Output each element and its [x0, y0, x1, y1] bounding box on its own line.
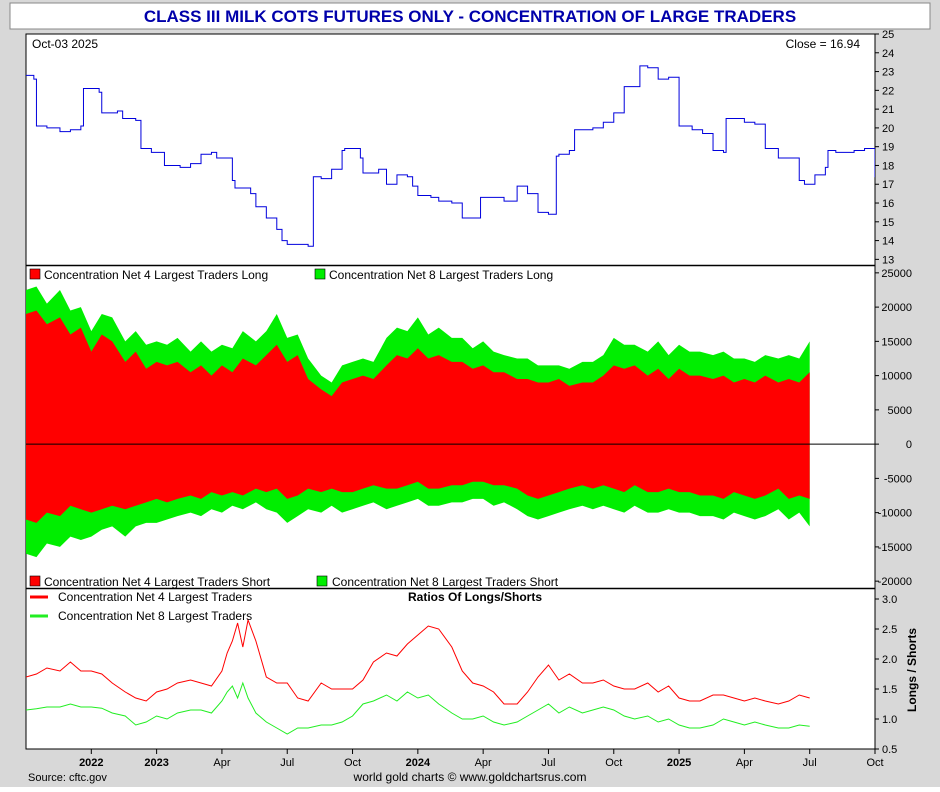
ratio8-line	[26, 681, 810, 735]
xtick-label: Jul	[280, 757, 294, 769]
xtick-label: 2024	[406, 757, 431, 769]
xtick-label: 2023	[144, 757, 168, 769]
date-label: Oct-03 2025	[32, 37, 98, 51]
conc-ytick-label: -10000	[878, 508, 912, 520]
price-ytick-label: 19	[882, 142, 894, 154]
area-short4	[26, 444, 810, 523]
ratio-ytick-label: 2.0	[882, 654, 897, 666]
legend-long4-swatch	[29, 268, 41, 280]
xtick-label: Apr	[736, 757, 753, 769]
ratio-ytick-label: 3.0	[882, 594, 897, 606]
conc-ytick-label: 5000	[888, 405, 912, 417]
price-ytick-label: 13	[882, 254, 894, 266]
xtick-label: 2025	[667, 757, 691, 769]
conc-ytick-label: 10000	[881, 371, 912, 383]
xtick-label: Oct	[344, 757, 361, 769]
conc-ytick-label: -15000	[878, 542, 912, 554]
ratios-panel: 0.5 1.0 1.5 2.0 2.5 3.0 Concentration Net 4 L…	[26, 590, 919, 756]
legend-long8-label: Concentration Net 8 Largest Traders Long	[329, 268, 553, 282]
xtick-label: Oct	[866, 757, 883, 769]
price-ytick-label: 17	[882, 179, 894, 191]
ratios-ylabel: Longs / Shorts	[905, 628, 919, 712]
legend-long8-swatch	[314, 268, 326, 280]
price-ytick-label: 24	[882, 48, 894, 60]
conc-ytick-label: -5000	[884, 473, 912, 485]
xtick-label: Apr	[475, 757, 492, 769]
price-ytick-label: 25	[882, 29, 894, 41]
xtick-label: 2022	[79, 757, 103, 769]
price-ytick-label: 23	[882, 67, 894, 79]
price-ytick-label: 21	[882, 104, 894, 116]
ratio-ytick-label: 1.0	[882, 714, 897, 726]
price-ytick-label: 22	[882, 85, 894, 97]
legend-short8-swatch	[316, 575, 328, 587]
source-label: Source: cftc.gov	[28, 772, 107, 784]
ratios-title: Ratios Of Longs/Shorts	[408, 590, 542, 604]
price-line	[26, 65, 875, 247]
xtick-label: Jul	[541, 757, 555, 769]
legend-ratio4-label: Concentration Net 4 Largest Traders	[58, 590, 252, 604]
chart-title: CLASS III MILK COTS FUTURES ONLY - CONCE…	[144, 7, 796, 26]
conc-ytick-label: 0	[906, 439, 912, 451]
price-panel: Oct-03 2025 Close = 16.94 13 14 15 16 17 18 19…	[26, 29, 894, 266]
xtick-label: Jul	[803, 757, 817, 769]
conc-ytick-label: 20000	[881, 302, 912, 314]
ratio-ytick-label: 1.5	[882, 684, 897, 696]
legend-short4-label: Concentration Net 4 Largest Traders Shor…	[44, 575, 271, 589]
conc-ytick-label: 15000	[881, 336, 912, 348]
price-ytick-label: 18	[882, 160, 894, 172]
legend-long4-label: Concentration Net 4 Largest Traders Long	[44, 268, 268, 282]
credit-label: world gold charts © www.goldchartsrus.co…	[353, 770, 587, 784]
xtick-label: Apr	[213, 757, 230, 769]
xtick-label: Oct	[605, 757, 622, 769]
area-long4	[26, 310, 810, 445]
price-ytick-label: 15	[882, 217, 894, 229]
close-label: Close = 16.94	[786, 37, 861, 51]
ratio-ytick-label: 0.5	[882, 744, 897, 756]
legend-short8-label: Concentration Net 8 Largest Traders Shor…	[332, 575, 559, 589]
ratio-ytick-label: 2.5	[882, 624, 897, 636]
ratio4-line	[26, 618, 810, 705]
conc-ytick-label: -20000	[878, 576, 912, 588]
legend-ratio8-label: Concentration Net 8 Largest Traders	[58, 609, 252, 623]
conc-ytick-label: 25000	[881, 268, 912, 280]
title-box	[9, 2, 931, 30]
price-ytick-label: 16	[882, 198, 894, 210]
price-ytick-label: 14	[882, 236, 894, 248]
concentration-panel: 25000 20000 15000 10000 5000 0 -5000 -10000 -150…	[26, 268, 912, 589]
price-ytick-label: 20	[882, 123, 894, 135]
legend-short4-swatch	[29, 575, 41, 587]
